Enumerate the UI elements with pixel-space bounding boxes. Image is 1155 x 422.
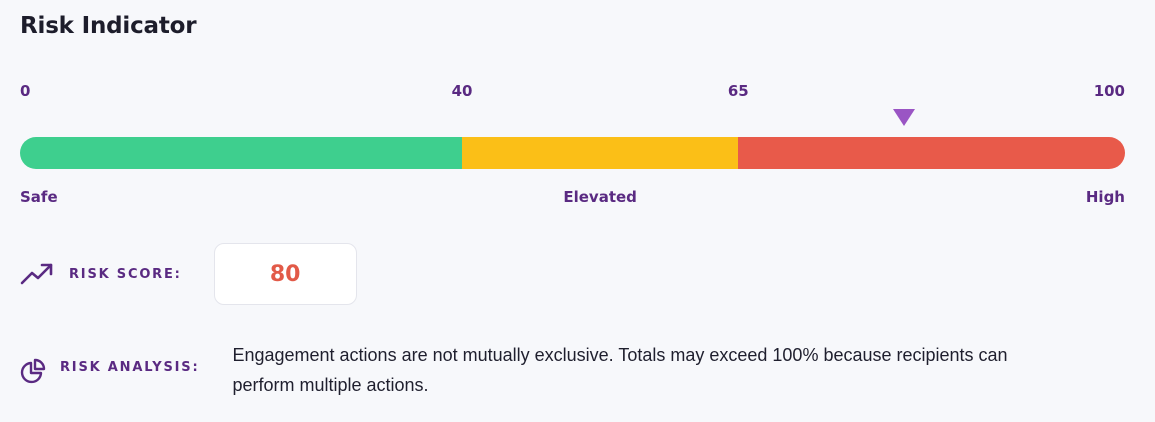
risk-bar-segment	[738, 137, 1125, 169]
zone-label-elevated: Elevated	[563, 188, 637, 206]
risk-score-row: RISK SCORE: 80	[20, 243, 357, 305]
scale-tick: 0	[20, 82, 31, 100]
scale-tick: 40	[451, 82, 473, 100]
risk-bar-segment	[20, 137, 462, 169]
zone-label-high: High	[1085, 188, 1125, 206]
scale-tick: 100	[1093, 82, 1125, 100]
risk-analysis-row: RISK ANALYSIS: Engagement actions are no…	[20, 340, 1072, 400]
risk-analysis-text: Engagement actions are not mutually excl…	[232, 345, 1008, 395]
risk-scale: 0 40 65 100 Safe Elevated High	[20, 80, 1125, 210]
risk-bar-segment	[462, 137, 739, 169]
risk-analysis-label: RISK ANALYSIS:	[60, 360, 200, 375]
pie-chart-icon	[20, 356, 54, 386]
trending-up-icon	[20, 259, 54, 289]
scale-tick: 65	[727, 82, 749, 100]
risk-bar	[20, 137, 1125, 169]
page-title: Risk Indicator	[20, 13, 197, 39]
risk-score-label: RISK SCORE:	[69, 266, 182, 282]
risk-marker-icon	[893, 109, 915, 126]
zone-label-safe: Safe	[20, 188, 58, 206]
risk-score-value: 80	[213, 243, 357, 305]
